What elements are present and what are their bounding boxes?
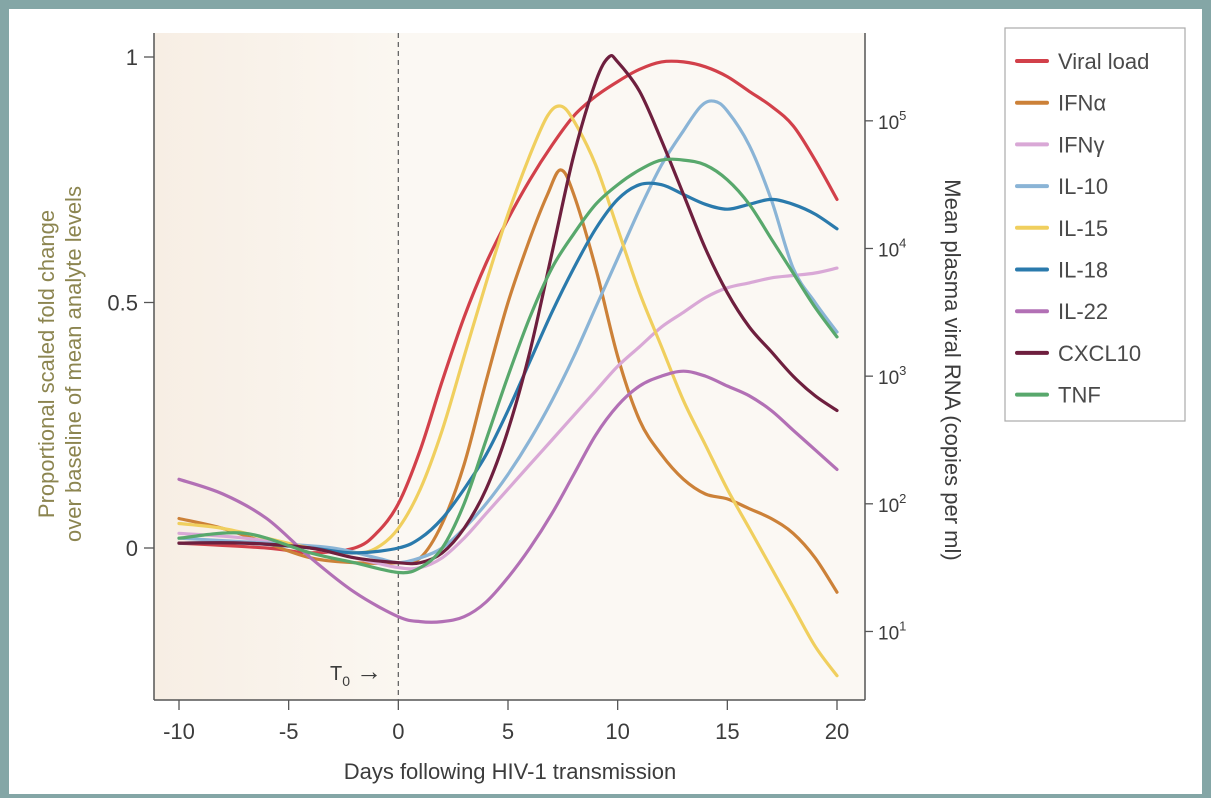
legend-label-cxcl10: CXCL10	[1058, 341, 1141, 366]
legend-label-il-18: IL-18	[1058, 258, 1108, 283]
legend-label-ifn-: IFNγ	[1058, 132, 1104, 157]
right-tick-label: 101	[878, 618, 906, 644]
legend-label-il-22: IL-22	[1058, 299, 1108, 324]
series-line-viral-load	[177, 59, 839, 555]
legend-label-il-15: IL-15	[1058, 216, 1108, 241]
y-axis-title-line2: over baseline of mean analyte levels	[61, 186, 86, 542]
t0-annotation: T0 →	[330, 656, 382, 689]
x-tick-label: -5	[279, 719, 299, 744]
series-lines	[177, 53, 839, 678]
series-line-il-22	[177, 369, 839, 624]
y-axis-title-line1: Proportional scaled fold change	[34, 210, 59, 518]
legend-label-tnf: TNF	[1058, 383, 1101, 408]
legend-box	[1004, 27, 1186, 422]
plot-area-pre-t0	[154, 33, 399, 700]
x-tick-label: 5	[502, 719, 514, 744]
y-tick-label: 0	[126, 536, 138, 561]
right-tick-label: 102	[878, 491, 906, 517]
right-tick-label: 105	[878, 108, 906, 134]
x-tick-label: 15	[715, 719, 739, 744]
legend-label-viral-load: Viral load	[1058, 49, 1149, 74]
right-tick-label: 104	[878, 235, 906, 261]
x-tick-label: 20	[825, 719, 849, 744]
x-tick-label: 10	[605, 719, 629, 744]
series-line-tnf	[177, 157, 839, 575]
x-ticks: -10 -5 0 5 10 15 20	[163, 700, 849, 744]
right-axis-ticks: 101 102 103 104 105	[865, 108, 906, 644]
x-axis-title: Days following HIV-1 transmission	[344, 759, 677, 784]
y-tick-label: 0.5	[107, 291, 138, 316]
x-tick-label: -10	[163, 719, 195, 744]
right-axis-title: Mean plasma viral RNA (copies per ml)	[940, 179, 965, 560]
right-tick-label: 103	[878, 363, 906, 389]
legend: Viral load IFNα IFNγ IL-10 IL-15 IL-18 IL-22 CX…	[1004, 27, 1186, 422]
legend-label-il-10: IL-10	[1058, 174, 1108, 199]
series-line-cxcl10	[177, 53, 839, 566]
y-tick-label: 1	[126, 45, 138, 70]
y-ticks: 00.51	[107, 45, 154, 561]
x-tick-label: 0	[392, 719, 404, 744]
series-line-ifn-	[177, 266, 839, 571]
legend-label-ifn-: IFNα	[1058, 91, 1106, 116]
plot-area-post-t0	[399, 33, 865, 700]
